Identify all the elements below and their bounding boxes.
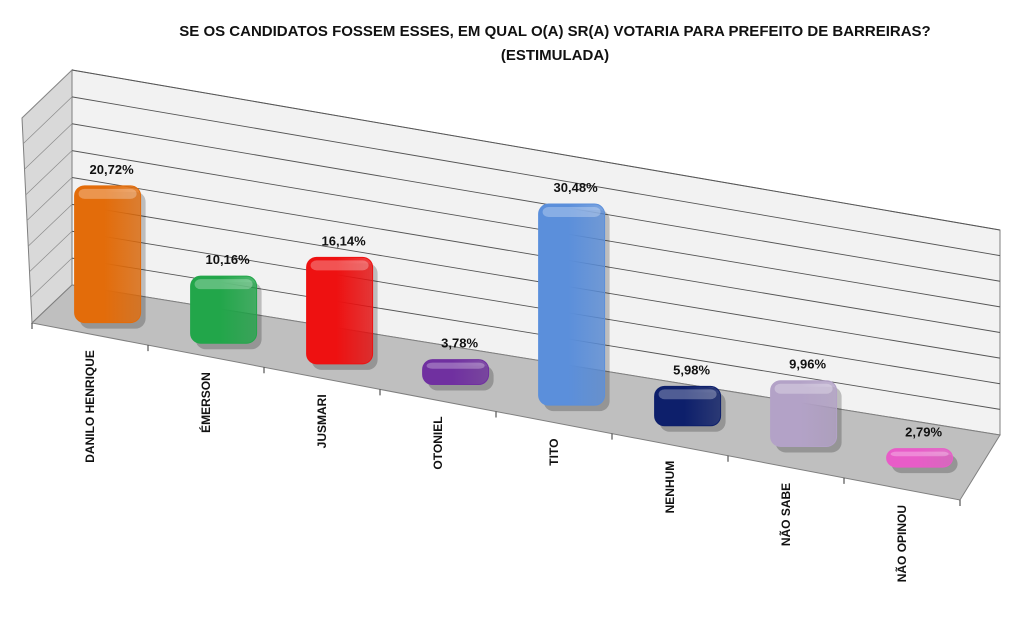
gridline (71, 150, 1001, 308)
data-label: 2,79% (905, 425, 942, 440)
bar-body (654, 385, 722, 427)
gridline (71, 203, 1001, 359)
bar-body (306, 256, 374, 365)
bar (190, 275, 262, 350)
bar-highlight (426, 362, 485, 369)
gridlines (21, 69, 1001, 410)
bar (770, 380, 842, 453)
bar-body (190, 275, 258, 344)
category-label: TITO (547, 439, 561, 466)
chart-title: SE OS CANDIDATOS FOSSEM ESSES, EM QUAL O… (179, 23, 930, 40)
data-label: 20,72% (90, 162, 135, 177)
bar-highlight (658, 389, 717, 400)
bar (306, 256, 378, 370)
chart-floor (30, 284, 1001, 506)
chart-subtitle: (ESTIMULADA) (501, 47, 609, 64)
bar (886, 448, 958, 474)
data-label: 30,48% (554, 180, 599, 195)
category-label: OTONIEL (431, 416, 445, 469)
data-label: 3,78% (441, 336, 478, 351)
bars (74, 185, 958, 474)
data-label: 9,96% (789, 357, 826, 372)
category-label: DANILO HENRIQUE (83, 350, 97, 463)
data-label: 5,98% (673, 362, 710, 377)
category-label: NENHUM (663, 461, 677, 514)
category-label: NÃO OPINOU (894, 505, 909, 582)
bar-highlight (78, 188, 137, 199)
category-label: JUSMARI (315, 394, 329, 448)
side-gridline (23, 96, 73, 144)
data-label: 10,16% (206, 252, 251, 267)
gridline (71, 230, 1001, 385)
bar-body (770, 380, 838, 447)
data-labels: 20,72% 10,16% 16,14% 3,78% 30,48% 5,98% 9,96% 2… (90, 162, 943, 440)
bar (654, 385, 726, 432)
category-label: ÉMERSON (198, 372, 213, 433)
bar (538, 203, 610, 412)
bar-body (886, 448, 954, 468)
gridline (71, 96, 1001, 257)
bar-body (74, 185, 142, 324)
side-gridline (24, 123, 73, 170)
gridline (71, 69, 1001, 231)
category-labels: DANILO HENRIQUE ÉMERSON JUSMARI OTONIEL TITO… (83, 350, 909, 582)
bar-body (538, 203, 606, 406)
side-gridline (29, 230, 73, 273)
side-gridline (25, 150, 73, 196)
category-label: NÃO SABE (778, 483, 793, 546)
side-gridline (30, 257, 73, 298)
bar-highlight (194, 279, 253, 290)
bar (74, 185, 146, 329)
gridline (71, 177, 1001, 333)
side-gridline (28, 204, 73, 247)
bar-highlight (310, 260, 369, 271)
side-gridline (21, 69, 73, 119)
data-label: 16,14% (322, 233, 367, 248)
side-wall (21, 68, 73, 325)
bar-body (422, 359, 490, 386)
gridline (71, 123, 1001, 282)
bar-highlight (542, 206, 601, 217)
bar-highlight (774, 383, 833, 394)
bar (422, 359, 494, 391)
bar-highlight (890, 451, 949, 457)
side-gridline (26, 177, 73, 221)
